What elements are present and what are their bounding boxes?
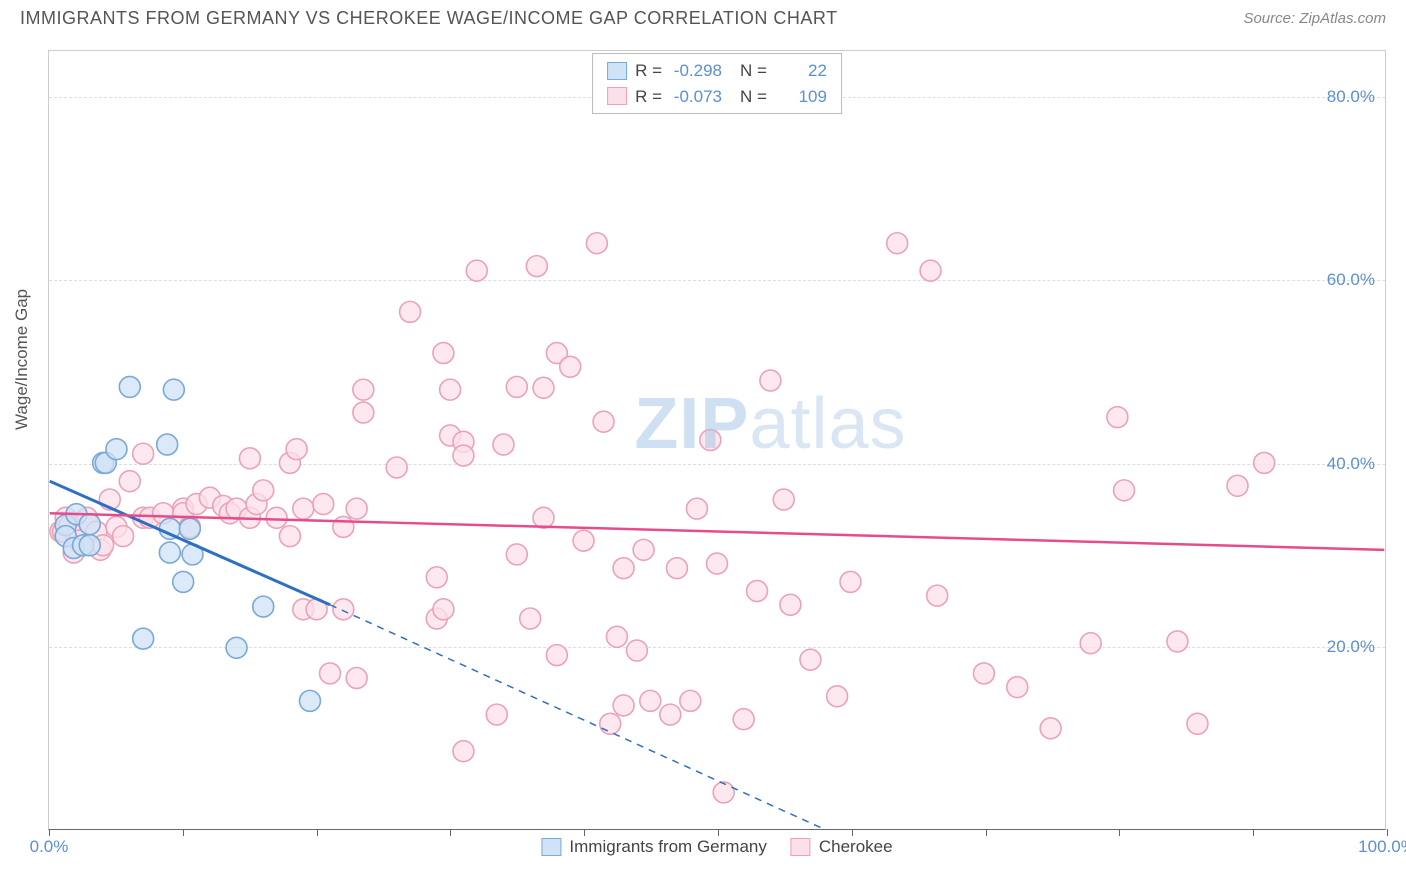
- scatter-svg: [49, 51, 1385, 829]
- legend-r-label: R =: [635, 84, 662, 110]
- x-tick: [450, 829, 451, 836]
- legend-n-label: N =: [740, 84, 767, 110]
- legend-n-germany: 22: [775, 58, 827, 84]
- legend-r-germany: -0.298: [670, 58, 722, 84]
- series-label-cherokee: Cherokee: [819, 837, 893, 857]
- x-tick-label: 0.0%: [30, 837, 69, 857]
- chart-title: IMMIGRANTS FROM GERMANY VS CHEROKEE WAGE…: [20, 8, 838, 29]
- series-legend-cherokee: Cherokee: [791, 837, 893, 857]
- x-tick: [1119, 829, 1120, 836]
- x-tick-label: 100.0%: [1358, 837, 1406, 857]
- source-label: Source: ZipAtlas.com: [1243, 10, 1386, 27]
- legend-row-cherokee: R = -0.073 N = 109: [607, 84, 827, 110]
- series-legend: Immigrants from Germany Cherokee: [541, 837, 892, 857]
- x-tick: [1387, 829, 1388, 836]
- x-tick: [584, 829, 585, 836]
- legend-swatch-germany-2: [541, 838, 561, 856]
- legend-swatch-cherokee-2: [791, 838, 811, 856]
- x-tick: [317, 829, 318, 836]
- legend-swatch-germany: [607, 62, 627, 80]
- x-tick: [183, 829, 184, 836]
- x-tick: [852, 829, 853, 836]
- legend-row-germany: R = -0.298 N = 22: [607, 58, 827, 84]
- legend-n-label: N =: [740, 58, 767, 84]
- legend-n-cherokee: 109: [775, 84, 827, 110]
- legend-r-cherokee: -0.073: [670, 84, 722, 110]
- series-legend-germany: Immigrants from Germany: [541, 837, 766, 857]
- x-tick: [49, 829, 50, 836]
- x-tick: [1253, 829, 1254, 836]
- x-tick: [718, 829, 719, 836]
- y-axis-label: Wage/Income Gap: [12, 289, 32, 430]
- correlation-legend: R = -0.298 N = 22 R = -0.073 N = 109: [592, 53, 842, 114]
- legend-swatch-cherokee: [607, 87, 627, 105]
- chart-plot-area: R = -0.298 N = 22 R = -0.073 N = 109 ZIP…: [48, 50, 1386, 830]
- x-tick: [986, 829, 987, 836]
- legend-r-label: R =: [635, 58, 662, 84]
- series-label-germany: Immigrants from Germany: [569, 837, 766, 857]
